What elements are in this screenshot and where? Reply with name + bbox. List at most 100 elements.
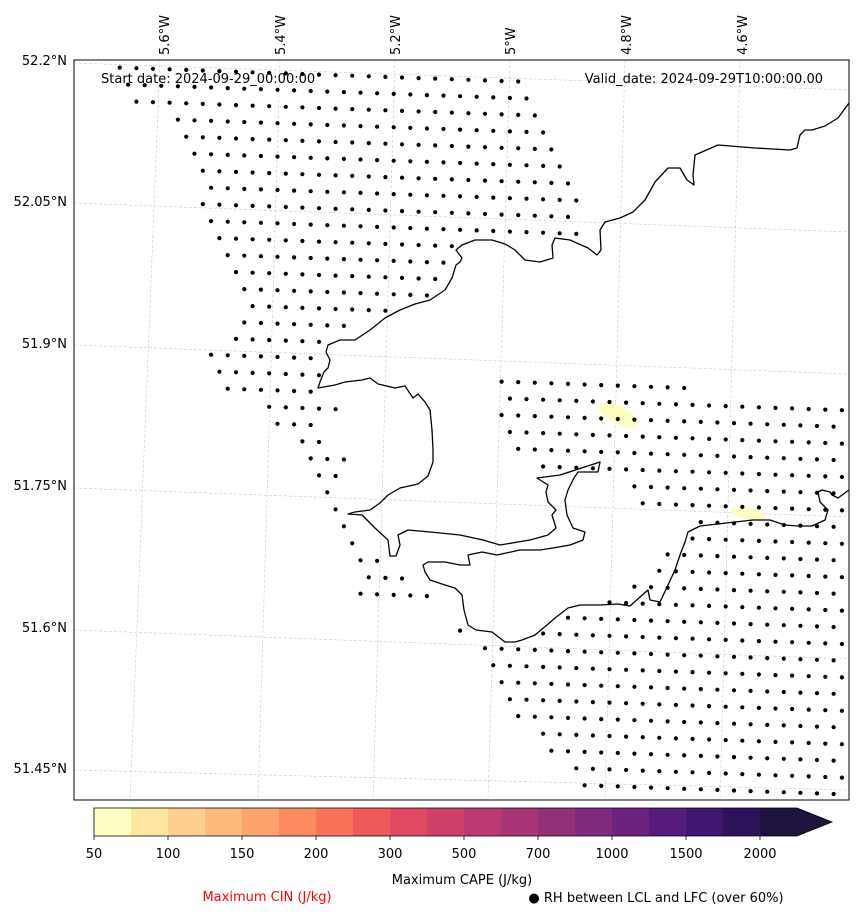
rh-dot [806, 507, 811, 512]
rh-dot [283, 238, 288, 243]
rh-dot [383, 575, 388, 581]
rh-dot [233, 103, 239, 108]
rh-dot [391, 158, 396, 163]
lat-label: 51.45°N [14, 762, 67, 777]
rh-dot [408, 226, 413, 231]
rh-dot [333, 306, 338, 312]
rh-dot [516, 413, 521, 418]
rh-dot [474, 94, 479, 99]
rh-dot [258, 120, 263, 125]
rh-dot [682, 452, 687, 457]
rh-dot [524, 163, 529, 168]
rh-dot [283, 338, 288, 343]
rh-dot [308, 122, 313, 127]
rh-dot [300, 71, 305, 77]
rh-dot [325, 490, 330, 495]
rh-dot [466, 211, 471, 216]
rh-dot [657, 668, 662, 674]
rh-dot [740, 538, 745, 543]
rh-dot [267, 70, 272, 75]
rh-dot [325, 323, 330, 328]
rh-dot [316, 306, 322, 311]
rh-dot [565, 415, 571, 420]
rh-dot [541, 130, 546, 135]
rh-dot [549, 648, 554, 653]
rh-dot [333, 240, 338, 245]
rh-dot [433, 210, 438, 215]
rh-dot [458, 628, 463, 633]
rh-dot [391, 192, 396, 197]
rh-dot [424, 193, 429, 198]
rh-dot [781, 556, 786, 561]
rh-dot [814, 657, 820, 662]
rh-dot [541, 197, 546, 202]
colorbar-swatch [575, 808, 613, 836]
rh-dot [665, 619, 670, 624]
rh-dot [773, 539, 778, 544]
rh-dot [624, 433, 629, 439]
rh-dot [358, 90, 363, 95]
rh-dot [275, 388, 280, 393]
rh-dot [673, 435, 679, 440]
rh-dot [574, 732, 579, 738]
rh-dot [408, 259, 413, 264]
rh-dot [507, 697, 512, 702]
rh-dot [682, 753, 687, 758]
rh-dot [300, 138, 305, 143]
rh-dot [499, 145, 504, 150]
rh-dot [341, 223, 346, 228]
rh-dot [532, 380, 537, 385]
rh-dot [756, 639, 762, 644]
rh-dot [399, 175, 405, 180]
rh-dot [640, 634, 645, 640]
rh-dot [399, 275, 405, 280]
rh-dot [707, 503, 712, 508]
rh-dot [831, 424, 836, 429]
rh-dot [275, 254, 280, 259]
rh-dot [300, 339, 305, 344]
rh-dot [375, 158, 380, 163]
colorbar-tick-label: 1000 [595, 847, 628, 862]
rh-dot [574, 699, 579, 704]
rh-dot [449, 244, 454, 249]
rh-dot [300, 272, 305, 277]
rh-dot [831, 691, 836, 696]
rh-dot [350, 207, 355, 212]
rh-dot [532, 213, 537, 218]
rh-dot [665, 552, 670, 557]
rh-dot [665, 652, 670, 657]
rh-dot [648, 718, 654, 723]
rh-dot [665, 385, 670, 390]
rh-dot [657, 435, 662, 440]
rh-dot [366, 174, 371, 179]
rh-dot [798, 790, 803, 795]
rh-dot [466, 177, 471, 183]
rh-dot [823, 607, 828, 613]
rh-dot [242, 320, 247, 325]
rh-dot [765, 455, 770, 460]
rh-dot [507, 229, 512, 234]
rh-dot [491, 195, 496, 200]
rh-dot [358, 591, 363, 596]
rh-dot [565, 214, 571, 219]
rh-dot [773, 572, 778, 578]
rh-dot [823, 774, 828, 780]
rh-dot [524, 430, 529, 435]
rh-dot [283, 371, 288, 377]
rh-dot [150, 100, 156, 105]
rh-dot [574, 231, 579, 236]
rh-dot [350, 274, 355, 279]
rh-dot [765, 555, 770, 561]
rh-dot [682, 653, 687, 658]
rh-dot [590, 700, 596, 705]
rh-dot [740, 571, 745, 576]
rh-dot [267, 137, 272, 142]
rh-dot [184, 101, 189, 106]
rh-dot [267, 271, 272, 276]
rh-dot [491, 162, 496, 167]
rh-dot [316, 339, 322, 344]
rh-dot [225, 386, 230, 391]
rh-dot [408, 593, 413, 598]
rh-dot [325, 156, 330, 161]
rh-dot [723, 404, 728, 409]
